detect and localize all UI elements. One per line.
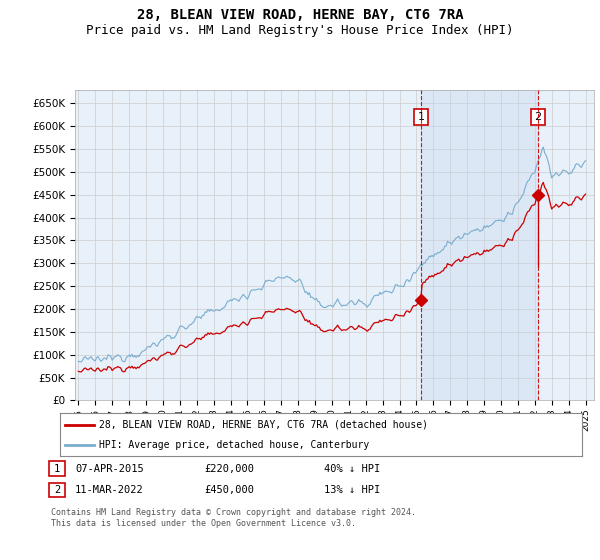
Text: Contains HM Land Registry data © Crown copyright and database right 2024.
This d: Contains HM Land Registry data © Crown c… <box>51 508 416 528</box>
Text: £220,000: £220,000 <box>204 464 254 474</box>
Text: HPI: Average price, detached house, Canterbury: HPI: Average price, detached house, Cant… <box>99 440 370 450</box>
Text: 1: 1 <box>418 112 425 122</box>
Text: Price paid vs. HM Land Registry's House Price Index (HPI): Price paid vs. HM Land Registry's House … <box>86 24 514 36</box>
Text: 13% ↓ HPI: 13% ↓ HPI <box>324 485 380 495</box>
Text: 2: 2 <box>535 112 542 122</box>
Text: 40% ↓ HPI: 40% ↓ HPI <box>324 464 380 474</box>
Text: 11-MAR-2022: 11-MAR-2022 <box>75 485 144 495</box>
Text: 28, BLEAN VIEW ROAD, HERNE BAY, CT6 7RA: 28, BLEAN VIEW ROAD, HERNE BAY, CT6 7RA <box>137 8 463 22</box>
Text: 2: 2 <box>54 485 60 495</box>
Text: 1: 1 <box>54 464 60 474</box>
Text: 07-APR-2015: 07-APR-2015 <box>75 464 144 474</box>
Bar <box>421 90 538 400</box>
Text: £450,000: £450,000 <box>204 485 254 495</box>
Text: 28, BLEAN VIEW ROAD, HERNE BAY, CT6 7RA (detached house): 28, BLEAN VIEW ROAD, HERNE BAY, CT6 7RA … <box>99 419 428 430</box>
